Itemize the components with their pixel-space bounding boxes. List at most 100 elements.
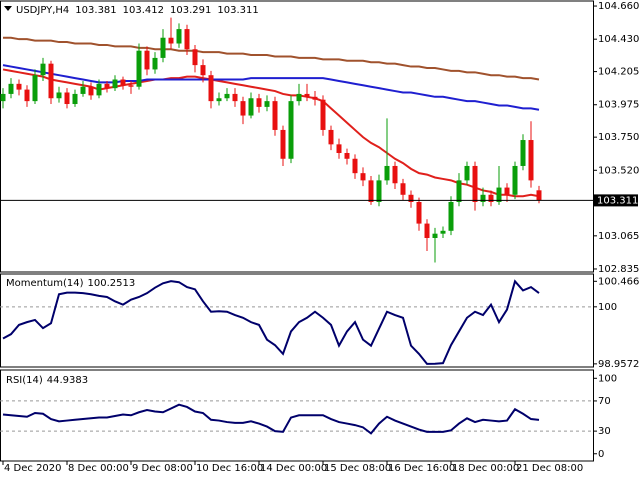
last-price-box (594, 194, 638, 207)
y-tick-label: 100 (598, 373, 617, 384)
candle-body (40, 63, 46, 76)
ohlc-value: 103.412 (123, 5, 164, 16)
candle-body (200, 65, 206, 76)
candle-body (136, 50, 142, 87)
x-tick-label: 16 Dec 16:00 (388, 463, 455, 474)
indicator-value: 44.9383 (47, 375, 88, 386)
chart-title: USDJPY,H4 103.381 103.412 103.291 103.311 (16, 5, 259, 16)
moving-average (2, 64, 540, 111)
candle-body (512, 165, 518, 195)
candle-body (56, 92, 62, 99)
y-tick-label: 103.975 (598, 100, 639, 111)
candle-body (448, 201, 454, 231)
candle-body (96, 83, 102, 96)
ohlc-value: 103.311 (217, 5, 258, 16)
moving-average (3, 36, 540, 81)
candle-body (320, 99, 326, 130)
y-tick-label: 70 (598, 396, 611, 407)
y-tick-label: 100 (598, 302, 617, 313)
candle-body (208, 75, 214, 102)
candle-body (368, 180, 374, 202)
candle-body (16, 83, 22, 90)
candle-body (280, 129, 286, 159)
candle-body (496, 187, 502, 202)
x-tick-label: 10 Dec 16:00 (196, 463, 263, 474)
candle-body (48, 63, 54, 99)
ohlc-value: 103.381 (75, 5, 116, 16)
y-tick-label: 104.205 (598, 67, 639, 78)
y-tick-label: 103.520 (598, 165, 639, 176)
candle-body (488, 194, 494, 202)
candle-body (384, 165, 390, 181)
candle-body (72, 93, 78, 105)
candle-body (192, 49, 198, 66)
candle-body (64, 92, 70, 105)
candle-body (120, 79, 126, 86)
menu-triangle (4, 6, 12, 11)
indicator-title: Momentum(14) 100.2513 (6, 278, 135, 289)
y-tick-label: 104.660 (598, 1, 639, 12)
indicator-value: 100.2513 (88, 278, 136, 289)
y-tick-label: 0 (598, 449, 604, 460)
x-tick-label: 8 Dec 00:00 (68, 463, 129, 474)
candle-body (480, 194, 486, 202)
candle-body (352, 158, 358, 174)
y-tick-label: 30 (598, 426, 611, 437)
indicator-line (2, 279, 540, 365)
y-tick-label: 104.430 (598, 34, 639, 45)
candle-body (392, 165, 398, 184)
panel-frame (0, 273, 594, 368)
y-tick-label: 98.9572 (598, 359, 639, 370)
candle-body (360, 173, 366, 181)
candle-body (456, 180, 462, 202)
panel-frame (0, 0, 594, 273)
candle-body (128, 85, 134, 87)
panel-frame (0, 369, 594, 462)
candle-body (176, 29, 182, 44)
x-tick-label: 18 Dec 00:00 (452, 463, 519, 474)
ohlc-value: 103.291 (170, 5, 211, 16)
y-tick-label: 100.4665 (598, 276, 640, 287)
candle-body (472, 165, 478, 202)
candle-body (528, 140, 534, 181)
candle-body (296, 93, 302, 102)
y-tick-label: 102.835 (598, 264, 639, 275)
y-tick-label: 103.065 (598, 231, 639, 242)
candle-body (160, 37, 166, 58)
candle-body (32, 75, 38, 102)
x-tick-label: 4 Dec 2020 (4, 463, 62, 474)
candle-body (504, 187, 510, 195)
indicator-title: RSI(14) 44.9383 (6, 375, 88, 386)
candle-body (344, 152, 350, 159)
symbol: USDJPY,H4 (16, 5, 69, 16)
candle-body (248, 98, 254, 116)
candle-body (520, 140, 526, 166)
candle-body (400, 183, 406, 195)
candle-body (408, 194, 414, 202)
candle-body (336, 144, 342, 153)
y-tick-label: 103.750 (598, 132, 639, 143)
candle-body (416, 201, 422, 224)
last-price-label: 103.311 (597, 195, 638, 206)
candle-body (224, 93, 230, 99)
candle-body (272, 101, 278, 130)
candle-body (240, 101, 246, 116)
candle-body (328, 129, 334, 145)
candle-body (168, 37, 174, 44)
candle-body (288, 101, 294, 159)
indicator-line (2, 403, 540, 435)
candle-body (0, 93, 6, 102)
candle-body (376, 180, 382, 202)
candle-body (464, 165, 470, 181)
candle-body (80, 86, 86, 94)
candle-body (144, 50, 150, 70)
candle-body (88, 86, 94, 96)
candle-body (312, 96, 318, 100)
candle-body (304, 93, 310, 97)
candle-body (264, 101, 270, 107)
x-tick-label: 9 Dec 08:00 (132, 463, 193, 474)
candle-body (432, 233, 438, 238)
candle-body (104, 83, 110, 89)
indicator-name: Momentum(14) (6, 278, 84, 289)
